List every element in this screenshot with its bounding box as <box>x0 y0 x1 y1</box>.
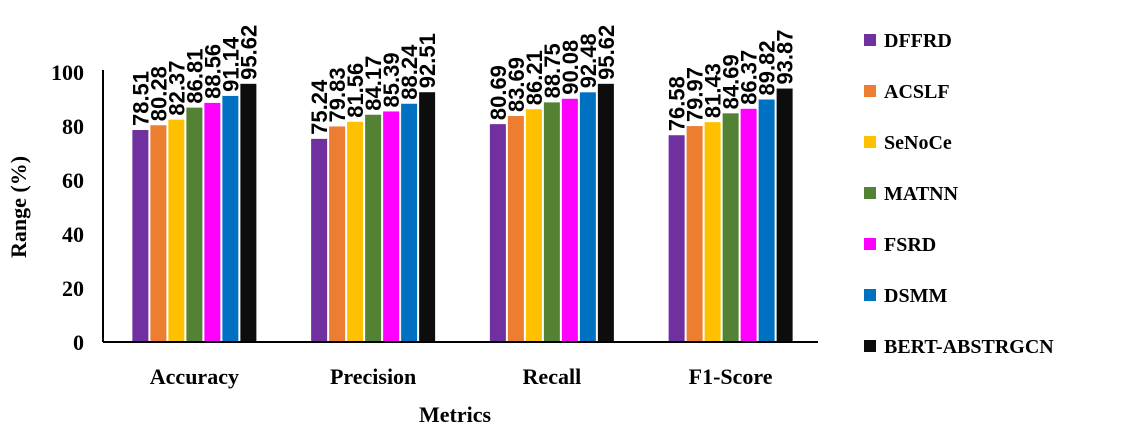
bar-matnn-recall <box>543 102 560 342</box>
bar-matnn-precision <box>365 114 382 342</box>
data-label: 81.43 <box>701 63 726 118</box>
data-label: 84.69 <box>719 54 744 109</box>
data-label: 95.62 <box>236 25 261 80</box>
data-label: 85.39 <box>379 52 404 107</box>
data-label: 83.69 <box>504 57 529 112</box>
x-category-label: Precision <box>330 364 416 389</box>
bar-bert-abstrgcn-f1-score <box>776 88 793 343</box>
legend-swatch-dsmm <box>864 289 876 301</box>
data-label: 88.24 <box>397 44 422 100</box>
bar-matnn-f1-score <box>722 113 739 342</box>
x-axis: Accuracy Precision Recall F1-Score <box>103 341 818 389</box>
data-label: 86.81 <box>182 49 207 104</box>
bar-acslf-f1-score <box>686 126 703 343</box>
bar-senoce-f1-score <box>704 122 721 342</box>
legend-swatch-fsrd <box>864 238 876 250</box>
y-tick-label: 20 <box>62 276 84 301</box>
data-label: 80.69 <box>486 65 511 120</box>
y-tick-label: 80 <box>62 114 84 139</box>
bar-dsmm-f1-score <box>758 99 775 343</box>
data-label: 92.48 <box>576 33 601 88</box>
bar-dsmm-recall <box>579 92 596 342</box>
bar-senoce-precision <box>347 121 364 343</box>
legend-swatch-bert-abstrgcn <box>864 340 876 352</box>
bar-matnn-accuracy <box>186 107 203 342</box>
bar-acslf-accuracy <box>150 125 167 342</box>
data-label: 76.58 <box>665 76 690 131</box>
bar-dsmm-accuracy <box>222 95 239 342</box>
bar-bert-abstrgcn-recall <box>597 83 614 343</box>
bar-dffrd-precision <box>311 138 328 342</box>
data-label: 89.82 <box>755 40 780 95</box>
data-label: 79.97 <box>683 67 708 122</box>
bar-dffrd-accuracy <box>132 130 149 342</box>
data-label: 82.37 <box>164 61 189 116</box>
legend-label-acslf: ACSLF <box>884 81 950 103</box>
bar-acslf-recall <box>507 116 524 342</box>
bar-bert-abstrgcn-accuracy <box>240 83 257 343</box>
legend-label-bert-abstrgcn: BERT-ABSTRGCN <box>884 336 1054 358</box>
bar-fsrd-accuracy <box>204 102 221 342</box>
legend-swatch-dffrd <box>864 34 876 46</box>
y-axis-title: Range (%) <box>6 156 31 258</box>
data-label: 95.62 <box>594 25 619 80</box>
x-axis-title: Metrics <box>419 402 491 427</box>
y-tick-label: 100 <box>51 60 84 85</box>
plot-area: 78.5180.2882.3786.8188.5691.1495.6275.24… <box>128 25 798 343</box>
data-label: 90.08 <box>558 40 583 95</box>
data-label: 79.83 <box>325 67 350 122</box>
bar-senoce-recall <box>525 109 542 342</box>
legend-label-senoce: SeNoCe <box>884 132 952 154</box>
legend: DFFRD ACSLF SeNoCe MATNN FSRD DSMM BERT-ABSTRG… <box>864 30 1054 358</box>
bar-senoce-accuracy <box>168 119 185 342</box>
bar-fsrd-recall <box>561 98 578 342</box>
y-tick-label: 60 <box>62 168 84 193</box>
data-label: 75.24 <box>307 79 332 135</box>
data-label: 80.28 <box>146 66 171 121</box>
legend-swatch-senoce <box>864 136 876 148</box>
bar-acslf-precision <box>329 126 346 342</box>
data-label: 78.51 <box>128 71 153 126</box>
legend-label-dffrd: DFFRD <box>884 30 952 52</box>
x-category-label: F1-Score <box>689 364 773 389</box>
bar-fsrd-f1-score <box>740 108 757 343</box>
data-label: 93.87 <box>773 29 798 84</box>
bar-dsmm-precision <box>401 103 418 342</box>
bar-fsrd-precision <box>383 111 400 343</box>
data-label: 88.56 <box>200 44 225 99</box>
data-label: 91.14 <box>218 36 243 92</box>
x-category-label: Recall <box>523 364 582 389</box>
data-label: 88.75 <box>540 43 565 98</box>
legend-label-dsmm: DSMM <box>884 285 947 307</box>
bar-bert-abstrgcn-precision <box>419 92 436 343</box>
bar-dffrd-recall <box>489 124 506 343</box>
data-label: 81.56 <box>343 63 368 118</box>
data-label: 86.37 <box>737 50 762 105</box>
legend-label-matnn: MATNN <box>884 183 959 205</box>
data-label: 86.21 <box>522 50 547 105</box>
legend-swatch-matnn <box>864 187 876 199</box>
bar-dffrd-f1-score <box>668 135 685 342</box>
y-tick-label: 40 <box>62 222 84 247</box>
y-tick-label: 0 <box>73 330 84 355</box>
legend-swatch-acslf <box>864 85 876 97</box>
x-category-label: Accuracy <box>150 364 239 389</box>
legend-label-fsrd: FSRD <box>884 234 936 256</box>
data-label: 92.51 <box>415 33 440 88</box>
data-label: 84.17 <box>361 56 386 111</box>
y-axis: 0 20 40 60 80 100 <box>51 60 104 355</box>
